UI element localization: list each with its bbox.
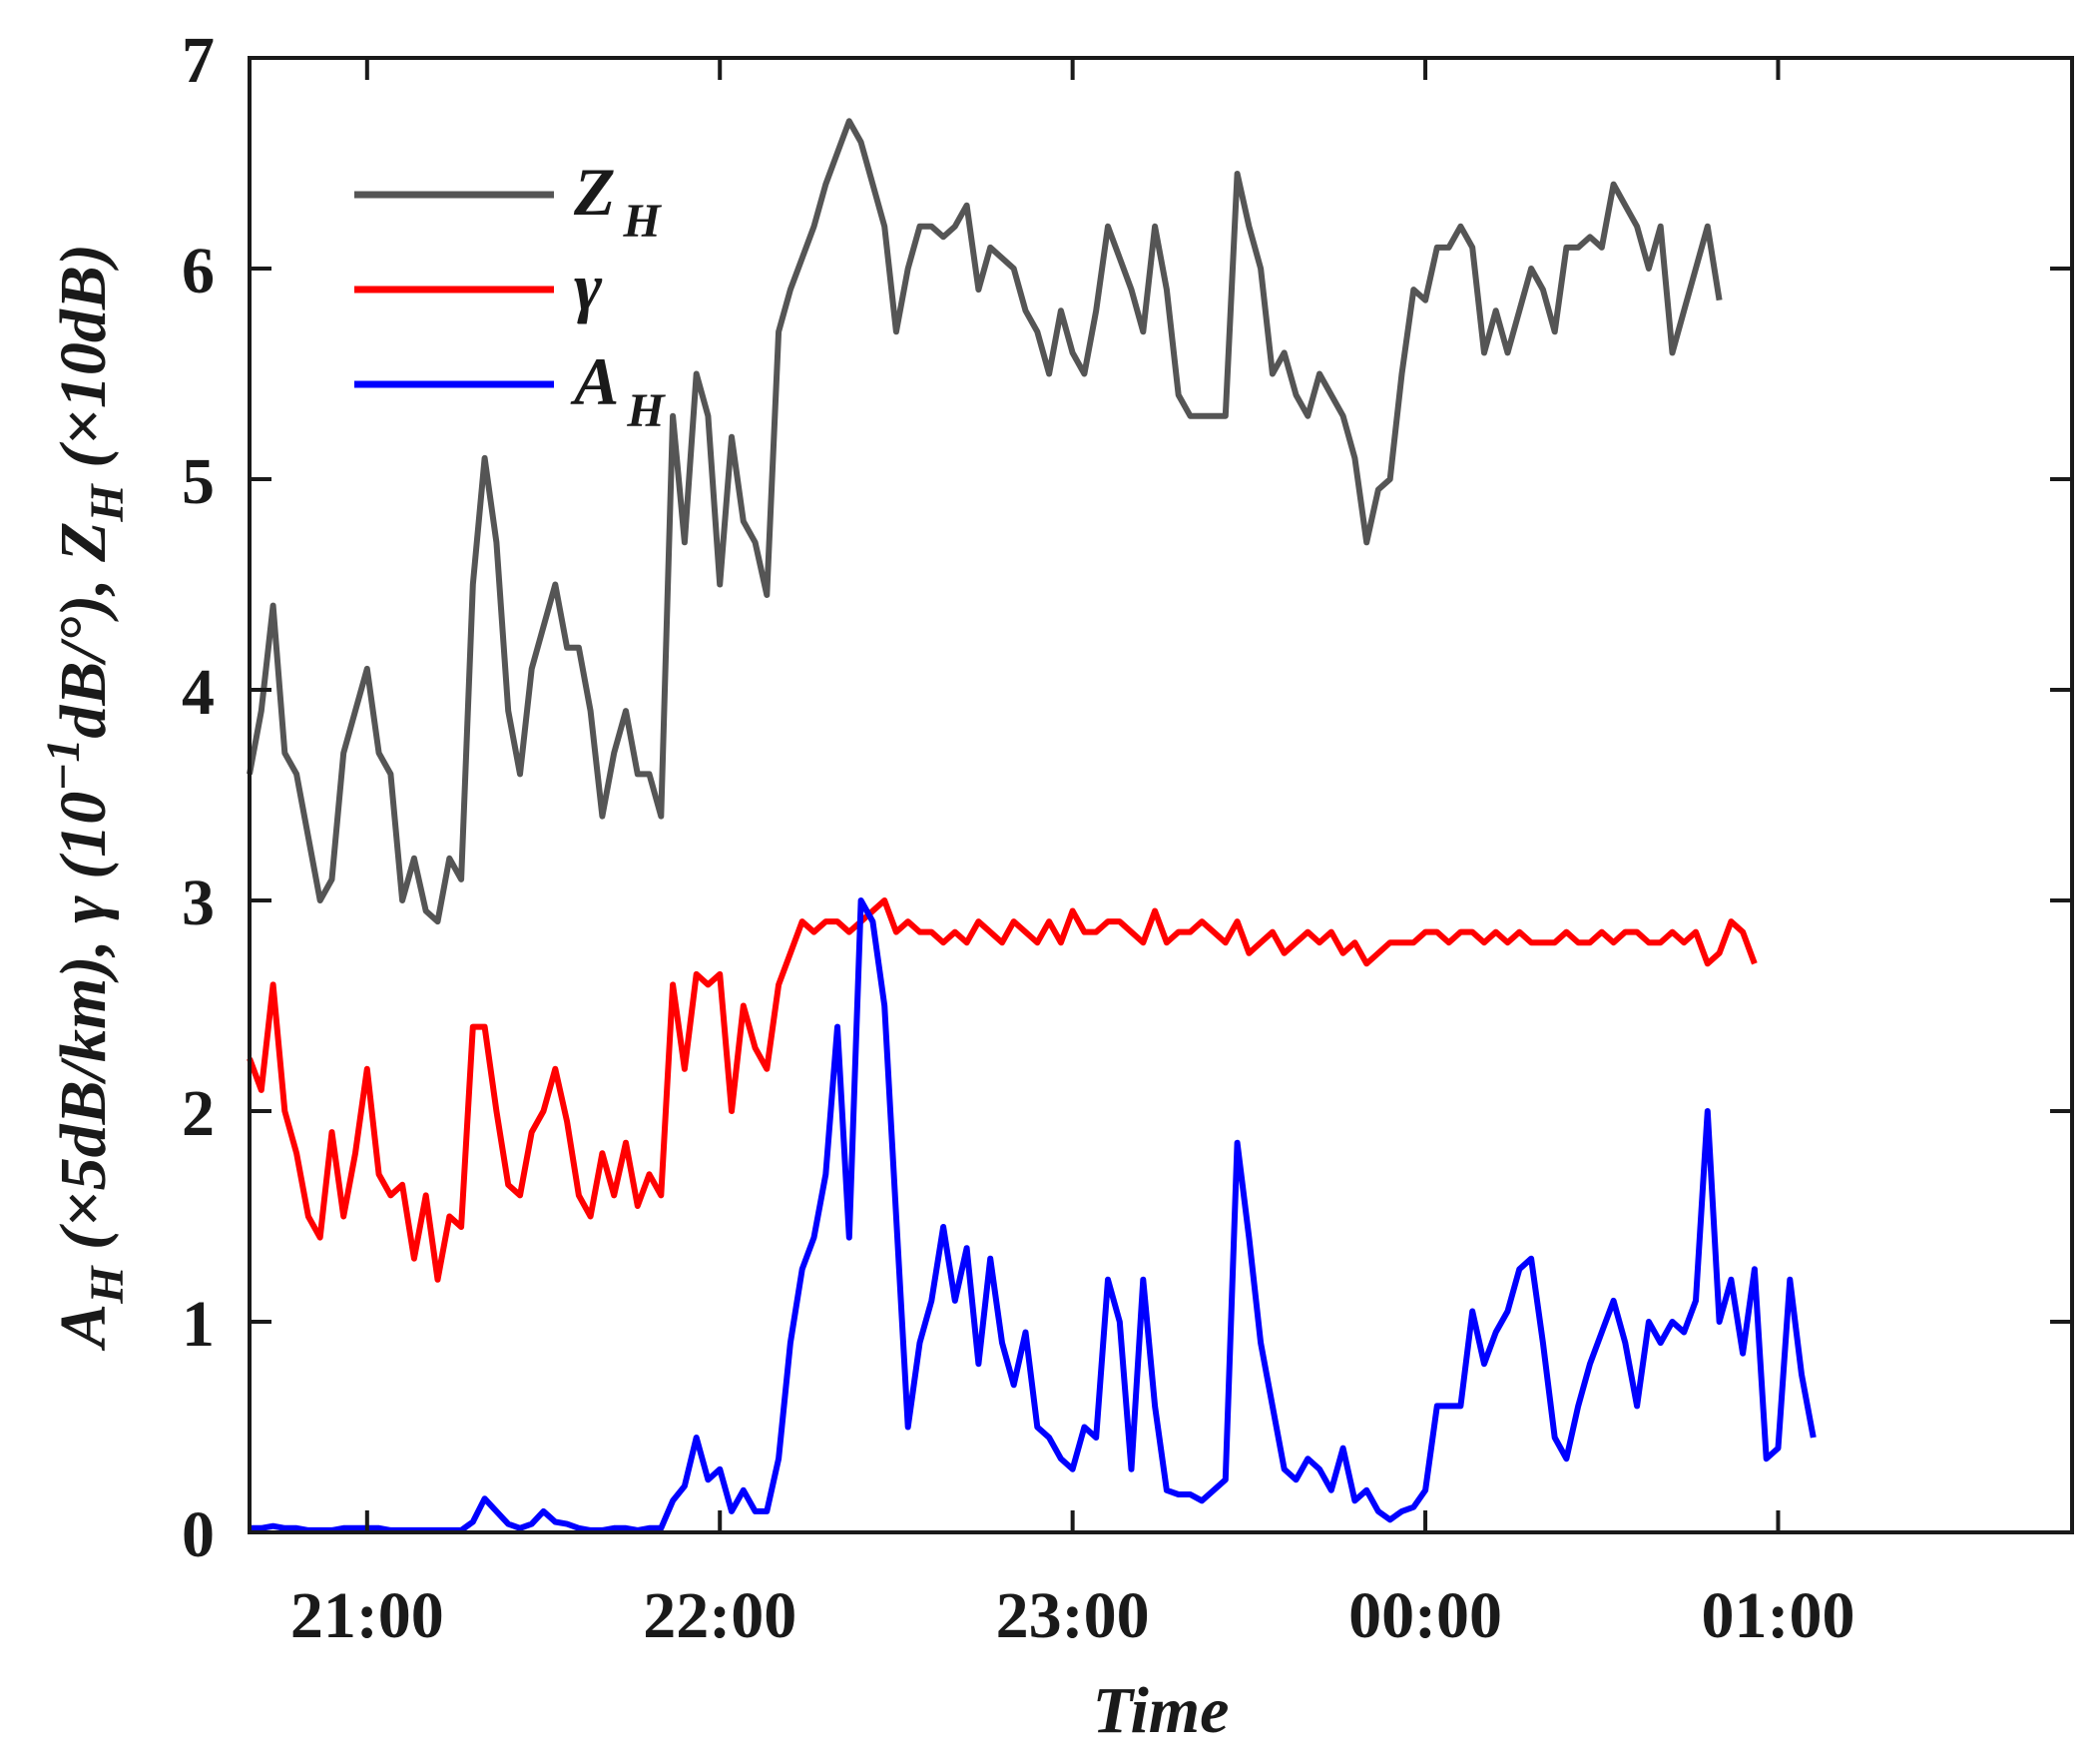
tick-layer: 0 1 2 3 4 5 6 7 21:00 22:00 23:00 00:00 01:00 (182, 24, 2072, 1652)
x-tick-label: 00:00 (1348, 1579, 1502, 1652)
x-axis-label: Time (1093, 1674, 1230, 1747)
x-tick-label: 21:00 (290, 1579, 444, 1652)
y-tick-label: 1 (182, 1288, 215, 1361)
series-line-2 (250, 897, 1817, 1533)
y-axis-label: AH (×5dB/km), γ (10−1dB/°), ZH (×10dB) (37, 244, 134, 1352)
legend-label-gamma: γ (574, 249, 603, 324)
y-tick-label: 5 (182, 445, 215, 518)
y-tick-label: 6 (182, 235, 215, 307)
x-tick-label: 23:00 (996, 1579, 1150, 1652)
series-layer (247, 118, 1817, 1533)
y-tick-label: 2 (182, 1077, 215, 1150)
series-line-0 (247, 118, 1723, 925)
series-line-1 (247, 897, 1758, 1283)
x-tick-label: 01:00 (1701, 1579, 1854, 1652)
y-tick-label: 0 (182, 1498, 215, 1571)
plot-frame (248, 56, 2074, 1534)
y-tick-label: 4 (182, 656, 215, 729)
y-tick-label: 3 (182, 867, 215, 939)
x-tick-label: 22:00 (643, 1579, 796, 1652)
y-tick-label: 7 (182, 24, 215, 97)
